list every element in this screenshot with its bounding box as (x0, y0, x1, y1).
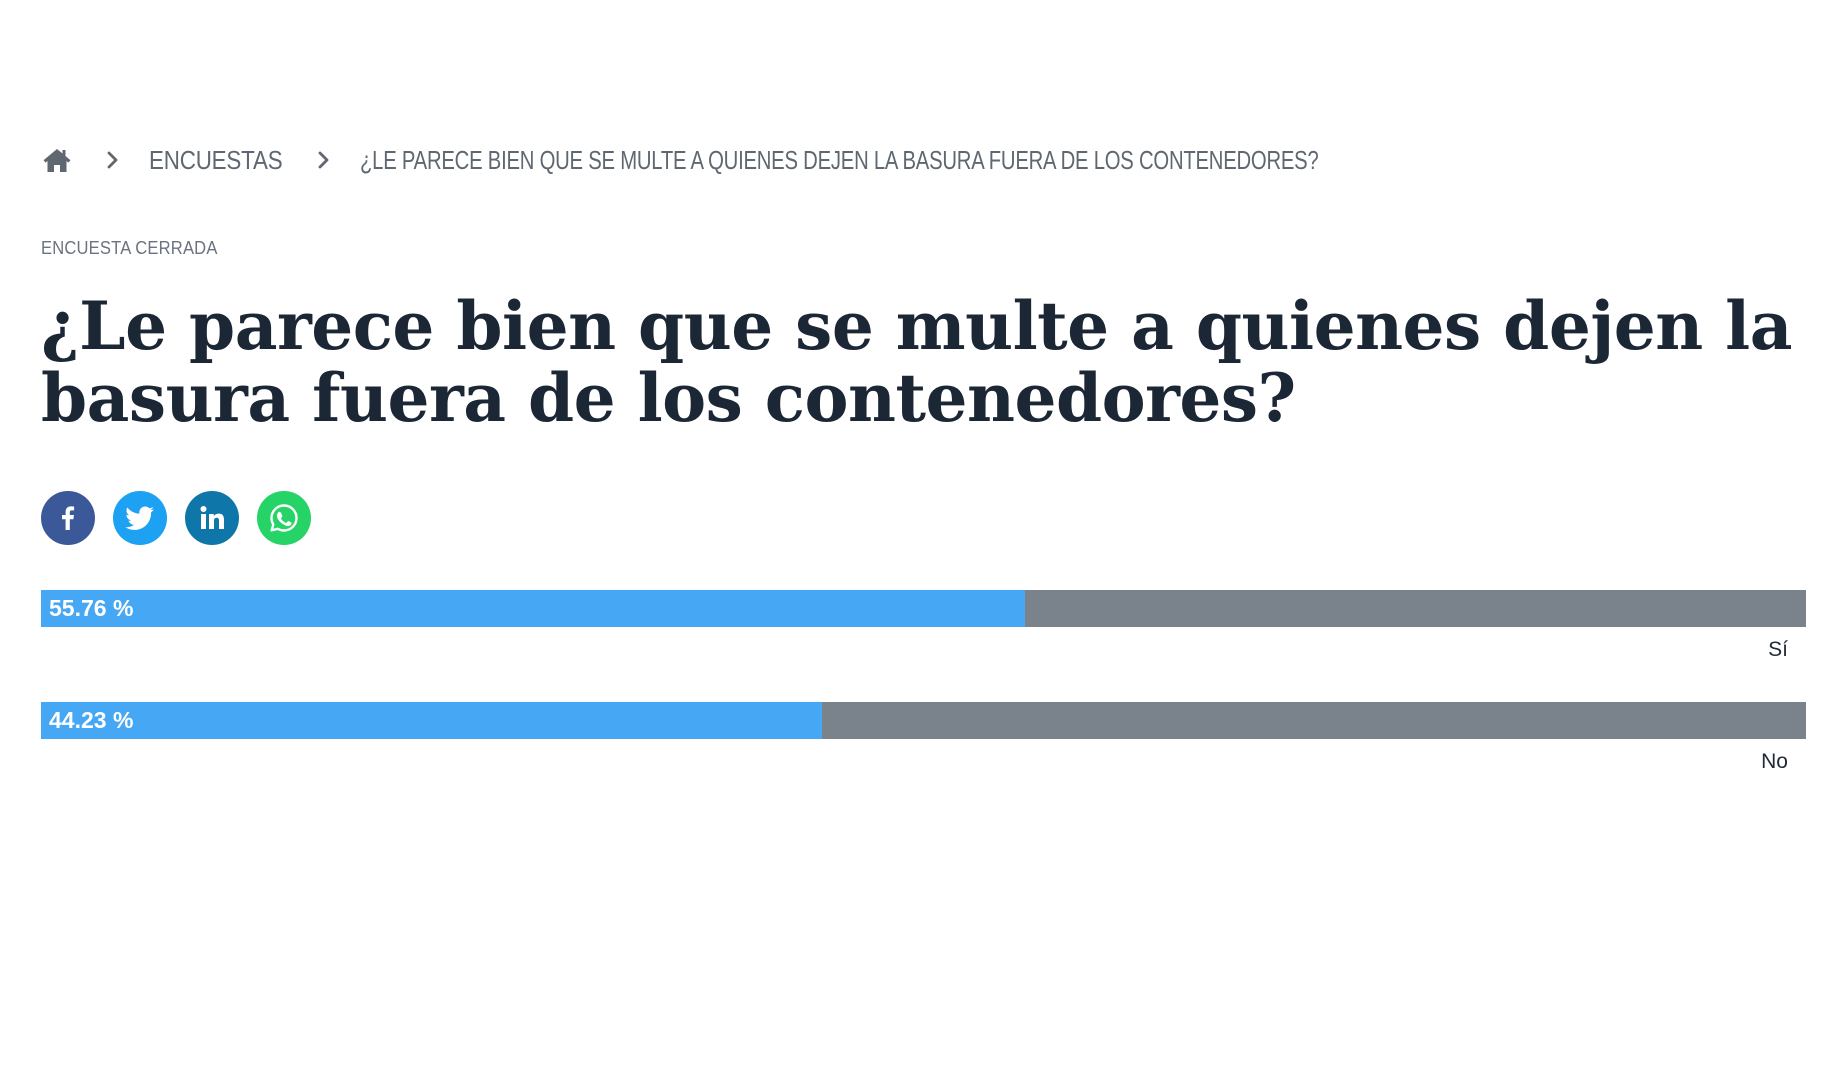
result-option-label: No (1761, 750, 1788, 773)
share-linkedin-button[interactable] (185, 491, 239, 545)
result-bar-track: 55.76 % (41, 590, 1806, 627)
linkedin-icon (200, 506, 224, 529)
result-percent: 44.23 % (49, 707, 134, 733)
poll-result-option: 44.23 % No (41, 702, 1806, 814)
breadcrumb: ENCUESTAS ¿LE PARECE BIEN QUE SE MULTE A… (41, 140, 1589, 180)
result-bar-fill (41, 702, 822, 739)
chevron-right-icon (97, 144, 129, 176)
facebook-icon (62, 506, 75, 530)
poll-results: 55.76 % Sí 44.23 % No (41, 590, 1806, 814)
breadcrumb-home-link[interactable] (41, 144, 73, 176)
share-buttons (41, 491, 311, 545)
breadcrumb-current: ¿LE PARECE BIEN QUE SE MULTE A QUIENES D… (360, 144, 1319, 175)
result-bar-fill (41, 590, 1026, 627)
share-facebook-button[interactable] (41, 491, 95, 545)
whatsapp-icon (270, 504, 298, 532)
chevron-right-icon (308, 144, 340, 176)
breadcrumb-section-link[interactable]: ENCUESTAS (149, 144, 283, 175)
poll-status: ENCUESTA CERRADA (41, 238, 218, 258)
result-bar-track: 44.23 % (41, 702, 1806, 739)
home-icon (43, 149, 71, 172)
poll-title: ¿Le parece bien que se multe a quienes d… (41, 287, 1793, 437)
poll-result-option: 55.76 % Sí (41, 590, 1806, 702)
twitter-icon (125, 506, 154, 530)
result-percent: 55.76 % (49, 595, 134, 621)
share-twitter-button[interactable] (113, 491, 167, 545)
share-whatsapp-button[interactable] (257, 491, 311, 545)
result-option-label: Sí (1768, 638, 1788, 661)
